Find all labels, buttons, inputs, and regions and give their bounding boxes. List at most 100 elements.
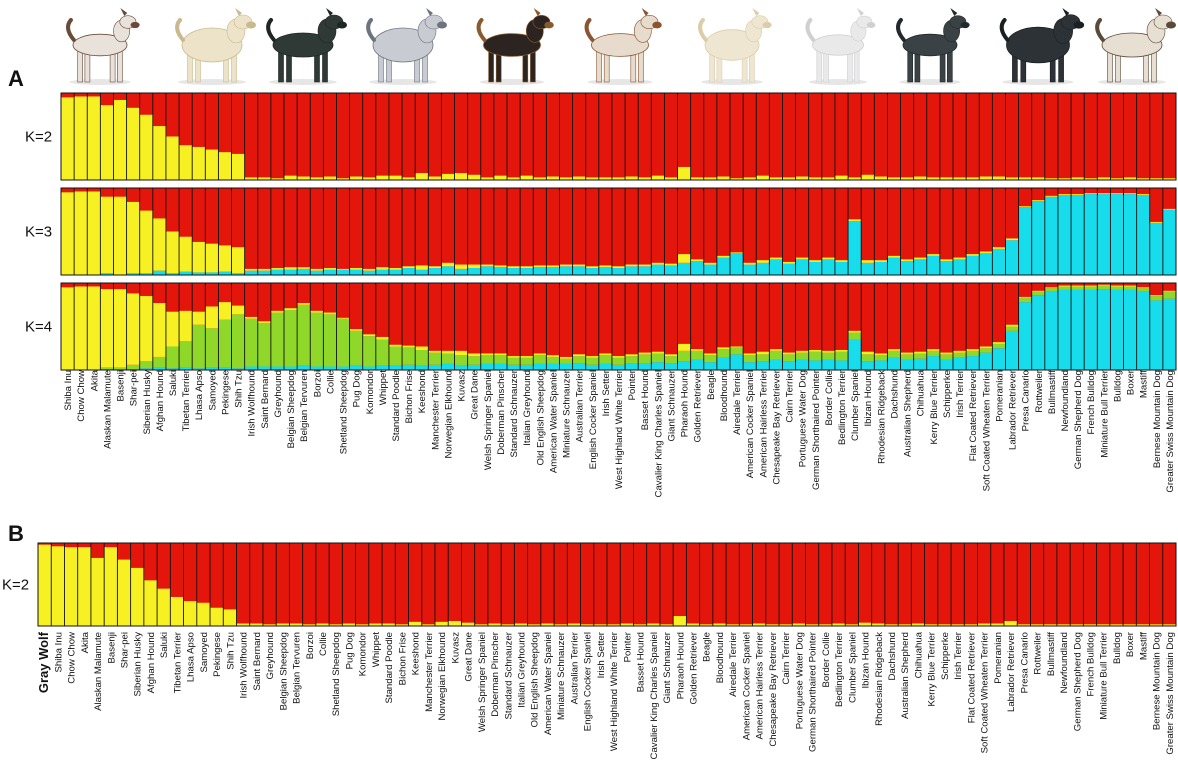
cluster-bar-ancient — [559, 177, 573, 180]
cluster-bar-ancient — [1018, 296, 1033, 298]
breed-label: Standard Poodle — [384, 632, 395, 703]
breed-label: Boxer — [1125, 631, 1136, 657]
cluster-bar-guard — [638, 363, 652, 370]
cluster-bar-ancient — [223, 609, 237, 626]
cluster-bar-ancient — [861, 351, 875, 355]
cluster-bar-hunting — [1018, 297, 1033, 303]
cluster-bar-ancient — [87, 286, 101, 370]
breed-label: Chow Chow — [76, 370, 87, 422]
cluster-bar-ancient — [659, 624, 674, 626]
cluster-bar-ancient — [152, 303, 167, 357]
cluster-bar-ancient — [979, 346, 993, 349]
cluster-bar-ancient — [861, 260, 875, 263]
cluster-bar-hunting — [507, 357, 521, 365]
cluster-bar-guard — [388, 365, 403, 370]
cluster-bar-ancient — [821, 350, 836, 353]
cluster-bar-ancient — [349, 268, 364, 270]
collie-dog-icon — [366, 8, 447, 85]
cluster-bar-guard — [454, 365, 468, 370]
cluster-bar-ancient — [716, 347, 731, 350]
cluster-bar-ancient — [284, 308, 298, 310]
cluster-bar-hunting — [113, 367, 127, 370]
cluster-bar-ancient — [1136, 178, 1151, 180]
cluster-bar-ancient — [1030, 624, 1044, 626]
cluster-bar-guard — [572, 363, 587, 370]
cluster-bar-ancient — [402, 266, 416, 269]
cluster-bar-ancient — [1018, 177, 1033, 180]
cluster-bar-ancient — [480, 353, 495, 356]
breed-label: Belgian Tervuren — [292, 632, 303, 704]
cluster-bar-ancient — [441, 262, 455, 267]
breed-label: American Cocker Spaniel — [745, 370, 756, 478]
breed-label: Rhodesian Ridgeback — [876, 370, 887, 464]
cluster-bar-guard — [388, 269, 403, 275]
cluster-bar-ancient — [1097, 177, 1111, 180]
cluster-bar-hunting — [480, 355, 495, 364]
cluster-bar-guard — [402, 364, 416, 370]
cluster-bar-ancient — [441, 350, 455, 354]
cluster-bar-ancient — [690, 259, 705, 262]
cluster-bar-hunting — [939, 354, 954, 360]
cluster-bar-hunting — [1044, 288, 1059, 292]
newfoundland-dog-icon — [999, 8, 1085, 85]
cluster-bar-ancient — [1031, 200, 1046, 202]
breed-label: Soft Coated Wheaten Terrier — [980, 631, 991, 753]
breed-label: Chow Chow — [67, 632, 78, 684]
cluster-bar-ancient — [1096, 624, 1111, 626]
cluster-bar-ancient — [310, 177, 324, 180]
cluster-bar-ancient — [677, 254, 691, 263]
cluster-bar-guard — [926, 255, 941, 275]
cluster-bar-guard — [349, 365, 364, 370]
cluster-bar-ancient — [179, 145, 193, 180]
cluster-bar-hunting — [297, 304, 311, 366]
cluster-bar-guard — [428, 268, 442, 275]
cluster-bar-guard — [1097, 194, 1111, 275]
breed-label: American Water Spaniel — [548, 370, 559, 473]
cluster-bar-ancient — [1149, 221, 1164, 223]
breed-label: Shiba Inu — [63, 370, 74, 411]
cluster-bar-ancient — [257, 177, 272, 180]
cluster-bar-ancient — [1136, 194, 1151, 195]
breed-label: Bulldog — [1112, 370, 1123, 402]
breed-label: Komondor — [358, 631, 369, 676]
cluster-bar-ancient — [61, 192, 75, 275]
cluster-bar-hunting — [834, 351, 849, 361]
cluster-bar-ancient — [1162, 624, 1177, 626]
breed-label: Tibetan Terrier — [172, 631, 183, 693]
breed-label: Portuguese Water Dog — [794, 632, 805, 729]
cluster-bar-guard — [1110, 194, 1124, 275]
cluster-bar-ancient — [428, 266, 442, 269]
cluster-bar-ancient — [808, 260, 823, 262]
cluster-bar-ancient — [1044, 178, 1059, 180]
breed-label: Irish Terrier — [953, 631, 964, 680]
cluster-bar-ancient — [756, 351, 770, 355]
breed-label: Greyhound — [273, 370, 284, 417]
cluster-bar-ancient — [1083, 624, 1097, 626]
breed-label: Newfoundland — [1059, 632, 1070, 693]
cluster-bar-ancient — [507, 266, 521, 269]
cluster-bar-ancient — [87, 191, 101, 275]
breed-label: Soft Coated Wheaten Terrier — [981, 369, 992, 491]
cluster-bar-guard — [874, 261, 888, 275]
cluster-bar-guard — [979, 253, 993, 275]
cluster-bar-ancient — [1149, 295, 1164, 297]
cluster-bar-hunting — [152, 356, 167, 368]
cluster-bar-guard — [808, 261, 823, 275]
breed-label: Siberian Husky — [142, 370, 153, 435]
cluster-bar-hunting — [1057, 286, 1072, 290]
cluster-bar-ancient — [782, 261, 796, 264]
cluster-bar-ancient — [585, 356, 600, 358]
cluster-bar-ancient — [1071, 194, 1085, 195]
cluster-bar-ancient — [703, 262, 718, 265]
cluster-bar-ancient — [257, 268, 272, 271]
cluster-bar-ancient — [1044, 195, 1059, 197]
cluster-bar-guard — [1057, 289, 1072, 370]
cluster-bar-hunting — [638, 354, 652, 364]
cluster-bar-ancient — [38, 544, 52, 626]
cluster-bar-ancient — [926, 349, 941, 351]
cluster-bar-ancient — [966, 349, 980, 351]
breed-label: Boxer — [1126, 369, 1137, 395]
cluster-bar-guard — [323, 269, 337, 275]
cluster-bar-ancient — [117, 559, 131, 626]
breed-label: Standard Schnauzer — [509, 369, 520, 457]
